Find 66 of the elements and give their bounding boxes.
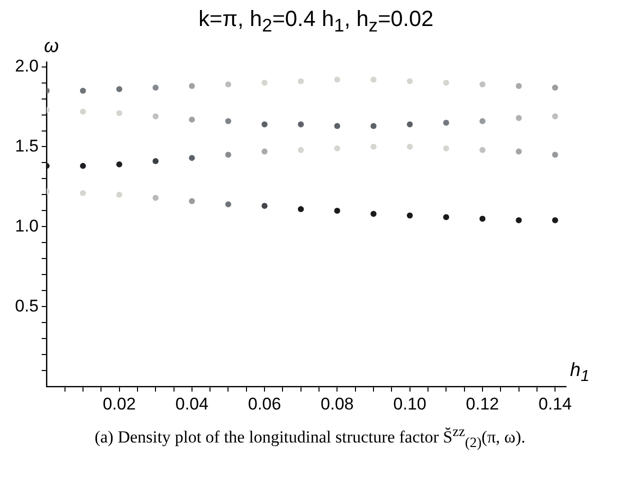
point: [116, 86, 122, 92]
x-tick-label: 0.04: [175, 394, 208, 414]
point: [116, 161, 122, 168]
point: [334, 145, 340, 152]
point: [370, 76, 377, 83]
point: [298, 146, 304, 153]
point: [188, 116, 195, 123]
point: [443, 120, 450, 126]
text: (a) Density plot of the longitudinal structure factor S̆$^{zz}$$_{(2)}$(π, ω).: [94, 423, 526, 454]
point: [188, 82, 195, 89]
x-tick-label: 0.08: [320, 394, 354, 414]
x-tick-label: 0.14: [538, 394, 572, 414]
point: [262, 80, 268, 86]
x-tick-label: 0.10: [393, 394, 426, 414]
point: [552, 217, 558, 224]
chart-title: k=π, h$_{2}$=0.4 h$_{1}$, h$_{z}$=0.02: [198, 6, 434, 36]
point: [552, 84, 558, 91]
point: [152, 113, 159, 120]
point: [479, 118, 486, 124]
x-tick-label: 0.12: [466, 394, 500, 414]
point: [80, 88, 86, 94]
point: [80, 162, 86, 169]
point: [152, 194, 159, 201]
point: [298, 121, 304, 128]
y-tick-label: 0.5: [14, 296, 39, 316]
point: [406, 78, 413, 84]
point: [225, 152, 232, 158]
point: [479, 81, 486, 88]
point: [334, 76, 340, 83]
point: [188, 198, 195, 204]
point: [262, 121, 268, 128]
point: [516, 82, 522, 89]
point: [443, 145, 450, 152]
point: [406, 121, 413, 128]
point: [516, 114, 522, 121]
y-tick-label: 1.0: [14, 216, 39, 236]
point: [334, 122, 340, 129]
point: [370, 210, 377, 217]
y-tick-label: 2.0: [14, 56, 39, 76]
point: [370, 122, 377, 129]
y-tick-label: 1.5: [14, 136, 39, 156]
point: [298, 206, 304, 212]
point: [225, 201, 232, 208]
point: [262, 202, 268, 209]
y-axis-title: ω: [44, 36, 59, 58]
point: [516, 148, 522, 155]
x-tick-label: 0.06: [248, 394, 282, 414]
x-tick-label: 0.02: [102, 394, 136, 414]
point: [334, 208, 340, 214]
point: [406, 212, 413, 219]
point: [443, 214, 450, 220]
point: [479, 216, 486, 222]
point: [552, 113, 558, 120]
x-axis-title: h$_{1}$: [570, 360, 590, 386]
point: [552, 152, 558, 158]
point: [152, 158, 159, 164]
point: [225, 81, 232, 88]
point: [262, 148, 268, 155]
point: [479, 146, 486, 153]
point: [370, 144, 377, 150]
point: [225, 118, 232, 124]
point: [298, 78, 304, 84]
point: [516, 217, 522, 224]
point: [152, 84, 159, 91]
point: [443, 80, 450, 86]
point: [406, 144, 413, 150]
